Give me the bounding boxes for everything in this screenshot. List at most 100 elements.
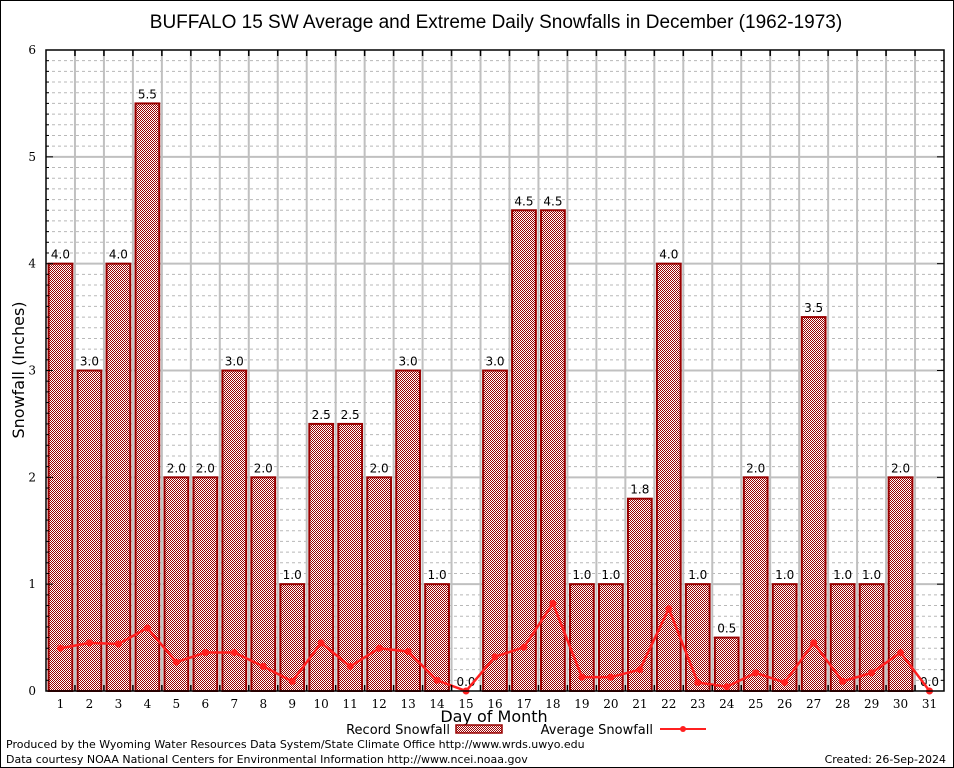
bar-value-label: 2.0 <box>746 461 765 475</box>
average-point <box>520 643 528 651</box>
x-tick-label: 10 <box>314 697 329 711</box>
x-tick-label: 18 <box>545 697 560 711</box>
x-tick-label: 25 <box>748 697 763 711</box>
average-point <box>230 649 238 657</box>
x-tick-label: 27 <box>806 697 821 711</box>
x-tick-label: 6 <box>202 697 210 711</box>
chart-title: BUFFALO 15 SW Average and Extreme Daily … <box>150 12 842 33</box>
x-tick-label: 21 <box>632 697 647 711</box>
x-tick-label: 16 <box>487 697 502 711</box>
x-tick-label: 14 <box>429 697 445 711</box>
average-point <box>636 666 644 674</box>
x-tick-label: 17 <box>516 697 531 711</box>
bar-value-label: 2.5 <box>341 408 360 422</box>
bar-value-label: 3.0 <box>80 355 99 369</box>
x-tick-label: 22 <box>661 697 676 711</box>
average-point <box>781 678 789 686</box>
x-tick-label: 11 <box>343 697 358 711</box>
x-tick-label: 15 <box>458 697 473 711</box>
x-tick-label: 30 <box>893 697 908 711</box>
average-point <box>897 649 905 657</box>
average-point <box>549 599 557 607</box>
bar-value-label: 0.5 <box>717 622 736 636</box>
x-tick-label: 1 <box>57 697 65 711</box>
x-tick-label: 13 <box>400 697 415 711</box>
legend-swatch-record <box>455 724 503 734</box>
record-bar <box>366 476 393 693</box>
record-bar <box>424 583 450 693</box>
record-bar <box>192 476 219 693</box>
x-tick-label: 12 <box>371 697 386 711</box>
y-tick-label: 0 <box>28 684 36 698</box>
bar-value-label: 1.0 <box>428 568 447 582</box>
average-point <box>172 658 180 666</box>
legend-swatch-average-marker <box>680 726 686 732</box>
bar-value-label: 3.5 <box>804 301 823 315</box>
axes <box>45 49 945 692</box>
bar-value-label: 4.5 <box>543 194 562 208</box>
footer-produced-by: Produced by the Wyoming Water Resources … <box>6 738 585 751</box>
x-tick-label: 26 <box>777 697 792 711</box>
footer-data-courtesy: Data courtesy NOAA National Centers for … <box>6 753 528 766</box>
average-point <box>723 683 731 691</box>
x-axis-label: Day of Month <box>440 707 547 726</box>
bar-value-label: 4.0 <box>659 248 678 262</box>
x-tick-label: 24 <box>719 697 735 711</box>
x-tick-label: 8 <box>259 697 267 711</box>
y-tick-labels: 0 1 2 3 4 5 6 <box>28 43 36 698</box>
record-bar <box>742 476 769 693</box>
x-tick-label: 29 <box>864 697 879 711</box>
record-bar <box>250 476 277 693</box>
bar-value-label: 2.0 <box>370 461 389 475</box>
y-tick-label: 6 <box>28 43 36 57</box>
average-point <box>346 662 354 670</box>
average-point <box>433 676 441 684</box>
y-tick-label: 4 <box>28 257 36 271</box>
legend-label-average: Average Snowfall <box>541 723 653 738</box>
record-bar <box>511 209 537 692</box>
record-bar <box>771 583 798 693</box>
bar-value-label: 5.5 <box>138 87 157 101</box>
bar-value-label: 1.0 <box>688 568 707 582</box>
average-point <box>201 649 209 657</box>
y-tick-label: 2 <box>28 470 36 484</box>
bar-value-label: 1.0 <box>833 568 852 582</box>
bar-value-label: 1.0 <box>601 568 620 582</box>
x-tick-label: 5 <box>173 697 181 711</box>
y-tick-label: 3 <box>28 364 36 378</box>
x-tick-label: 28 <box>835 697 850 711</box>
x-tick-label: 4 <box>144 697 152 711</box>
x-tick-label: 3 <box>115 697 123 711</box>
bar-labels: 4.0 3.0 4.0 5.5 2.0 2.0 3.0 2.0 1.0 2.5 2.5 2.0 3.0 1… <box>51 87 939 689</box>
average-point <box>143 624 151 632</box>
x-tick-label: 7 <box>230 697 238 711</box>
record-bar <box>684 583 711 693</box>
average-point <box>665 605 673 613</box>
bar-value-label: 4.0 <box>109 248 128 262</box>
average-point <box>404 647 412 655</box>
y-tick-label: 1 <box>28 577 36 591</box>
average-point <box>317 639 325 647</box>
bar-value-label: 1.0 <box>283 568 302 582</box>
record-bar <box>279 583 306 693</box>
x-tick-label: 31 <box>922 697 937 711</box>
bar-value-label: 4.0 <box>51 248 70 262</box>
bar-value-label: 1.0 <box>572 568 591 582</box>
record-bar <box>105 262 132 692</box>
bar-value-label: 2.0 <box>891 461 910 475</box>
x-tick-label: 23 <box>690 697 705 711</box>
average-point <box>85 639 93 647</box>
record-bar <box>800 316 827 692</box>
average-point <box>694 678 702 686</box>
average-point <box>868 669 876 677</box>
bar-value-label: 1.8 <box>630 483 649 497</box>
average-line <box>56 599 934 695</box>
average-point <box>810 639 818 647</box>
y-tick-label: 5 <box>28 150 36 164</box>
y-axis-label: Snowfall (Inches) <box>9 301 28 438</box>
bar-value-label: 3.0 <box>485 355 504 369</box>
average-point <box>259 662 267 670</box>
x-tick-labels: 1 2 3 4 5 6 7 8 9 10 11 12 13 14 15 16 17 18 19 20 21 22 23 24 2… <box>57 697 937 711</box>
legend: Record Snowfall Average Snowfall <box>346 723 706 738</box>
